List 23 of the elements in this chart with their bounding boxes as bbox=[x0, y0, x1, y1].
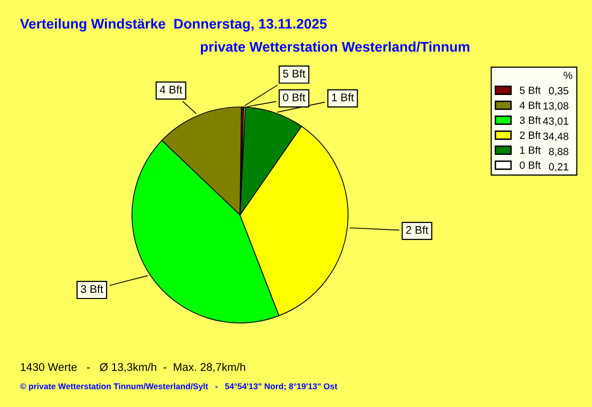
slice-label: 4 Bft bbox=[160, 85, 182, 94]
legend-label: 2 Bft bbox=[520, 131, 541, 139]
legend-label: 1 Bft bbox=[520, 146, 541, 154]
data-label: 43,01 bbox=[542, 117, 568, 126]
chart-subtitle: private Wetterstation Westerland/Tinnum bbox=[200, 42, 470, 54]
data-label: 0,35 bbox=[548, 87, 568, 96]
legend-label: 5 Bft bbox=[520, 86, 541, 94]
slice-label: 3 Bft bbox=[80, 284, 104, 293]
slice-label: 1 Bft bbox=[332, 93, 354, 102]
legend-label: 0 Bft bbox=[520, 161, 541, 169]
text: © private Wetterstation Tinnum/Westerland/Sylt - 54°54'13" Nord; 8°19'13" Ost bbox=[20, 383, 338, 391]
legend-label: 4 Bft bbox=[520, 101, 541, 109]
text: 1430 Werte - Ø 13,3km/h - Max. 28,7km/h bbox=[20, 362, 246, 372]
data-label: 34,48 bbox=[543, 132, 568, 142]
slice-label: 5 Bft bbox=[283, 69, 306, 78]
slice-label: 0 Bft bbox=[283, 93, 306, 102]
data-label: 0,21 bbox=[548, 163, 568, 172]
data-label: 8,88 bbox=[548, 148, 568, 156]
data-label: 13,08 bbox=[544, 102, 568, 111]
chart-title: Verteilung Windstärke Donnerstag, 13.11.2025 bbox=[20, 18, 327, 32]
legend-label: 3 Bft bbox=[520, 116, 541, 124]
legend-title: % bbox=[564, 72, 572, 79]
slice-label: 2 Bft bbox=[406, 226, 428, 234]
